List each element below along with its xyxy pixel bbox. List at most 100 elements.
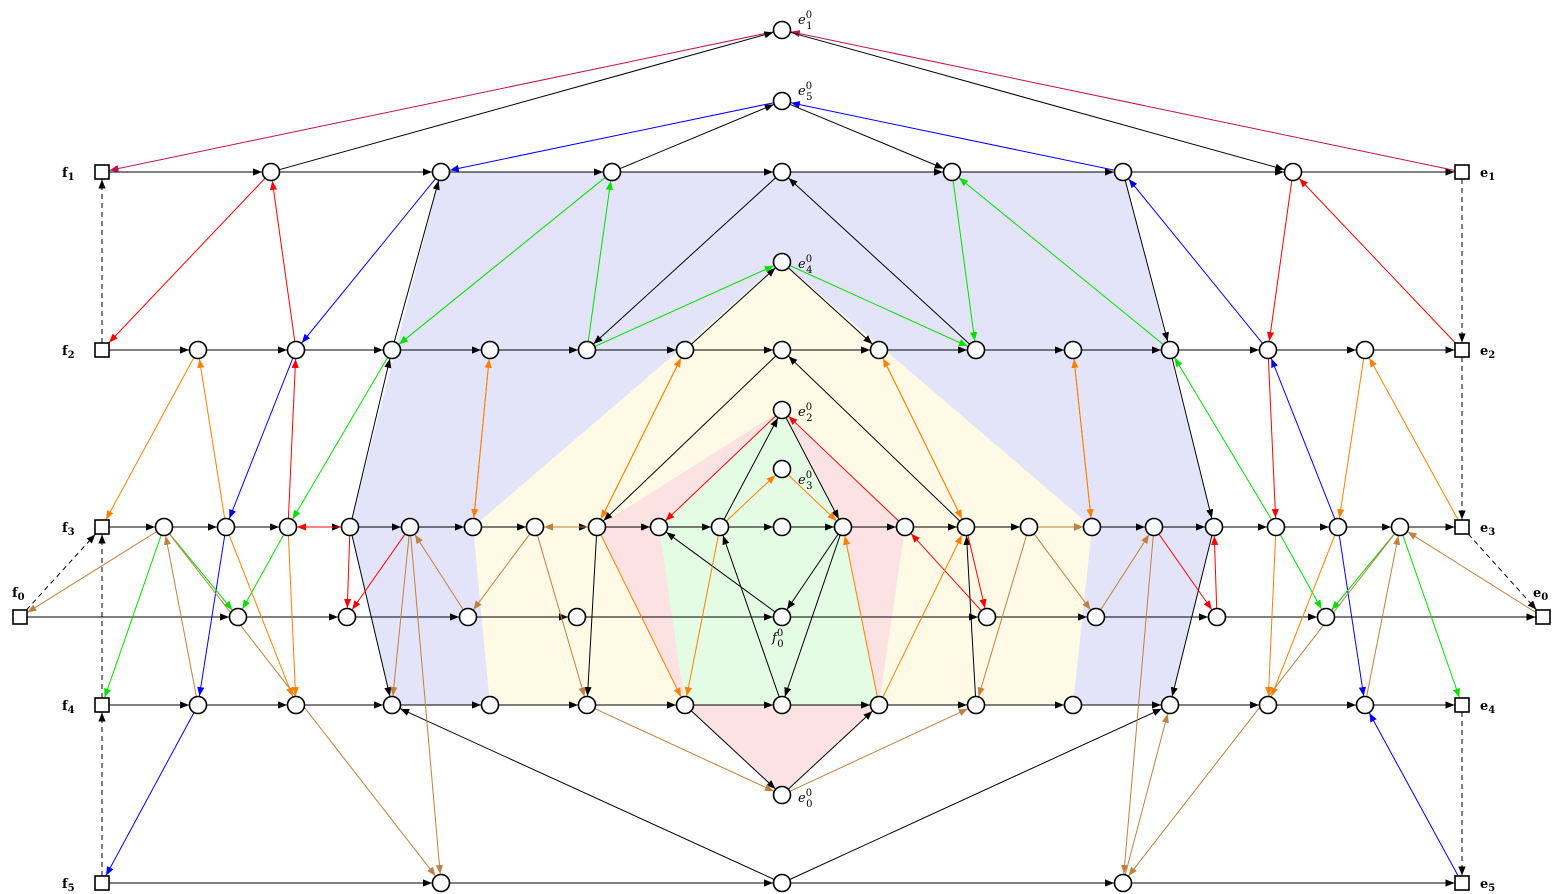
label-f4: f4 — [62, 699, 75, 716]
node-labels: f0 f1 f2 f3 f4 f5 e0 e1 e2 e3 e4 e5 e0 1 e0 5 e0 4 e0 2 e0 3 f… — [12, 10, 1548, 894]
edge-c8-g5 — [584, 535, 597, 697]
square-node-E5 — [1454, 875, 1470, 891]
circle-node-b2 — [286, 340, 306, 360]
circle-node-h2 — [772, 873, 792, 893]
circle-node-b5 — [577, 340, 597, 360]
edge-b13-c20 — [1337, 358, 1365, 519]
edge-c3-b2 — [287, 358, 299, 519]
circle-node-b3 — [382, 340, 402, 360]
graph-nodes — [12, 20, 1551, 893]
edge-c5-g3 — [390, 535, 410, 697]
circle-node-c2 — [216, 517, 236, 537]
label-e4: e4 — [1480, 699, 1495, 716]
edge-a4-b5 — [593, 177, 777, 345]
circle-node-a5 — [942, 162, 962, 182]
edge-f00-c9 — [666, 531, 776, 613]
square-node-F0 — [12, 609, 28, 625]
circle-node-c7 — [525, 517, 545, 537]
edge-c12-g7 — [784, 534, 841, 697]
circle-node-e20 — [772, 400, 792, 420]
edge-E3-E0 — [1467, 533, 1537, 610]
edge-c20-g12 — [1270, 534, 1336, 697]
label-e1-0: e0 1 — [798, 10, 812, 32]
edge-g1-c1 — [163, 535, 197, 697]
circle-node-c12 — [833, 517, 853, 537]
circle-node-b10 — [1063, 340, 1083, 360]
edge-b5-e40 — [594, 265, 775, 347]
shaded-region-4 — [659, 410, 879, 705]
square-node-E3 — [1454, 519, 1470, 535]
label-f2: f2 — [62, 344, 75, 361]
circle-node-b7 — [772, 340, 792, 360]
edge-b3-c3 — [292, 357, 389, 520]
edge-c16-b10 — [1071, 358, 1092, 519]
circle-node-h3 — [1113, 873, 1133, 893]
circle-node-b12 — [1258, 340, 1278, 360]
circle-node-g8 — [869, 695, 889, 715]
circle-node-b9 — [966, 340, 986, 360]
label-e5: e5 — [1480, 877, 1495, 894]
edge-a3-e50 — [619, 104, 774, 170]
edge-c14-b8 — [882, 357, 963, 520]
edge-h2-g11 — [789, 708, 1163, 880]
edge-g5-e00 — [594, 708, 775, 792]
edge-d3-c5 — [414, 534, 464, 611]
edge-b2-c2 — [228, 357, 294, 519]
edge-b5-a3 — [587, 180, 614, 342]
edge-d7-c18 — [1210, 535, 1219, 609]
edge-b3-a2 — [393, 180, 440, 342]
label-e3: e3 — [1480, 521, 1495, 538]
circle-node-c9 — [649, 517, 669, 537]
edge-d5-c13 — [910, 533, 982, 612]
edge-g8-c14 — [882, 534, 963, 698]
edge-c17-d7 — [1158, 533, 1213, 610]
edge-c10-g6 — [684, 535, 719, 697]
square-node-F5 — [94, 875, 110, 891]
edge-c6-b4 — [473, 358, 492, 519]
label-e0: e0 — [1533, 586, 1548, 603]
circle-node-b13 — [1355, 340, 1375, 360]
circle-node-c6 — [463, 517, 483, 537]
circle-node-c16 — [1082, 517, 1102, 537]
circle-node-b6 — [675, 340, 695, 360]
edge-b1-F3 — [105, 357, 195, 520]
edge-c15-d6 — [1033, 533, 1092, 611]
edge-c5-h1 — [410, 535, 444, 875]
circle-node-g7 — [772, 695, 792, 715]
label-f5: f5 — [62, 877, 75, 894]
circle-node-d5 — [977, 607, 997, 627]
circle-node-e00 — [772, 785, 792, 805]
edge-c8-g6 — [600, 534, 682, 698]
edge-a3-b3 — [398, 176, 606, 345]
circle-node-b1 — [188, 340, 208, 360]
label-e3-0: e0 3 — [798, 470, 812, 492]
circle-node-a1 — [261, 162, 281, 182]
edge-c1-d1 — [169, 533, 233, 611]
circle-node-a3 — [602, 162, 622, 182]
square-node-E0 — [1535, 609, 1551, 625]
circle-node-g9 — [966, 695, 986, 715]
circle-node-c19 — [1266, 517, 1286, 537]
label-f3: f3 — [62, 521, 75, 538]
circle-node-g6 — [675, 695, 695, 715]
edge-c12-f00 — [786, 533, 839, 610]
edge-F0-F3 — [26, 534, 96, 611]
edge-b11-c18 — [1171, 358, 1214, 519]
edge-a5-b9 — [952, 180, 978, 342]
edge-b11-a5 — [958, 177, 1164, 345]
circle-node-c15 — [1019, 517, 1039, 537]
circle-node-c14 — [956, 517, 976, 537]
edge-c17-h3 — [1120, 535, 1154, 875]
label-e4-0: e0 4 — [798, 254, 812, 276]
label-e5-0: e0 5 — [798, 81, 812, 103]
circle-node-d8 — [1316, 607, 1336, 627]
label-f0-0: f0 0 — [771, 628, 784, 650]
circle-node-c13 — [895, 517, 915, 537]
edge-c5-d2 — [351, 533, 406, 610]
circle-node-c5 — [400, 517, 420, 537]
circle-node-g10 — [1063, 695, 1083, 715]
edge-b9-a4 — [788, 177, 971, 345]
edge-c4-g3 — [351, 535, 392, 697]
edge-h3-g11 — [1124, 713, 1169, 875]
